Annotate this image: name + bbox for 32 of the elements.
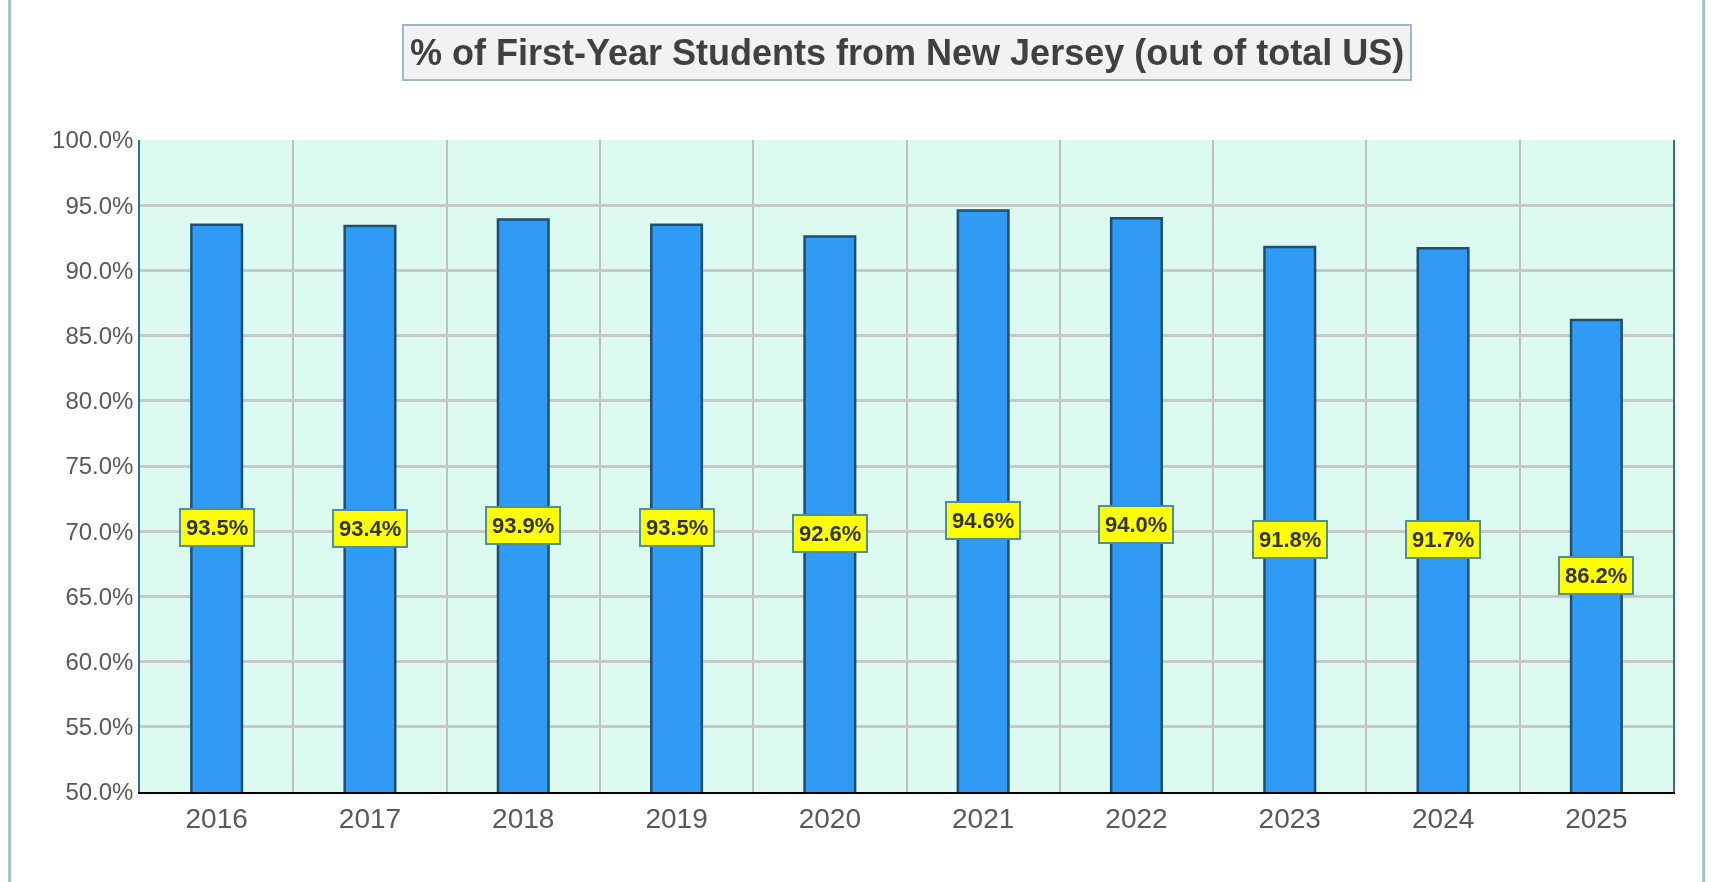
y-tick-label: 75.0% bbox=[65, 452, 134, 480]
data-label: 94.6% bbox=[952, 508, 1015, 533]
x-tick-label: 2022 bbox=[1105, 802, 1168, 834]
x-tick-label: 2018 bbox=[492, 802, 555, 834]
chart-title: % of First-Year Students from New Jersey (out of total US) bbox=[410, 32, 1405, 73]
data-label: 94.0% bbox=[1105, 512, 1168, 537]
y-tick-label: 100.0% bbox=[52, 126, 134, 154]
data-label: 91.8% bbox=[1259, 527, 1322, 552]
data-label: 93.9% bbox=[492, 513, 555, 538]
y-tick-label: 85.0% bbox=[65, 322, 134, 349]
x-tick-label: 2024 bbox=[1411, 802, 1475, 834]
y-tick-label: 55.0% bbox=[65, 713, 134, 741]
x-tick-label: 2019 bbox=[645, 802, 708, 834]
y-tick-label: 65.0% bbox=[65, 582, 134, 610]
data-label: 93.5% bbox=[186, 515, 249, 540]
x-tick-label: 2025 bbox=[1565, 802, 1628, 834]
x-tick-label: 2023 bbox=[1258, 802, 1321, 834]
x-tick-label: 2021 bbox=[952, 802, 1015, 834]
y-tick-label: 70.0% bbox=[65, 517, 134, 545]
data-label: 91.7% bbox=[1412, 527, 1475, 552]
x-tick-label: 2020 bbox=[798, 802, 861, 834]
y-tick-label: 95.0% bbox=[65, 191, 134, 219]
x-tick-label: 2016 bbox=[185, 802, 248, 834]
y-tick-label: 80.0% bbox=[65, 387, 134, 415]
data-label: 86.2% bbox=[1565, 563, 1628, 588]
x-tick-label: 2017 bbox=[338, 802, 402, 834]
y-tick-label: 50.0% bbox=[65, 778, 134, 806]
data-label: 93.5% bbox=[646, 515, 709, 540]
data-label: 93.4% bbox=[339, 516, 402, 541]
y-tick-label: 90.0% bbox=[65, 256, 134, 284]
y-tick-label: 60.0% bbox=[65, 648, 134, 675]
data-label: 92.6% bbox=[799, 521, 862, 546]
